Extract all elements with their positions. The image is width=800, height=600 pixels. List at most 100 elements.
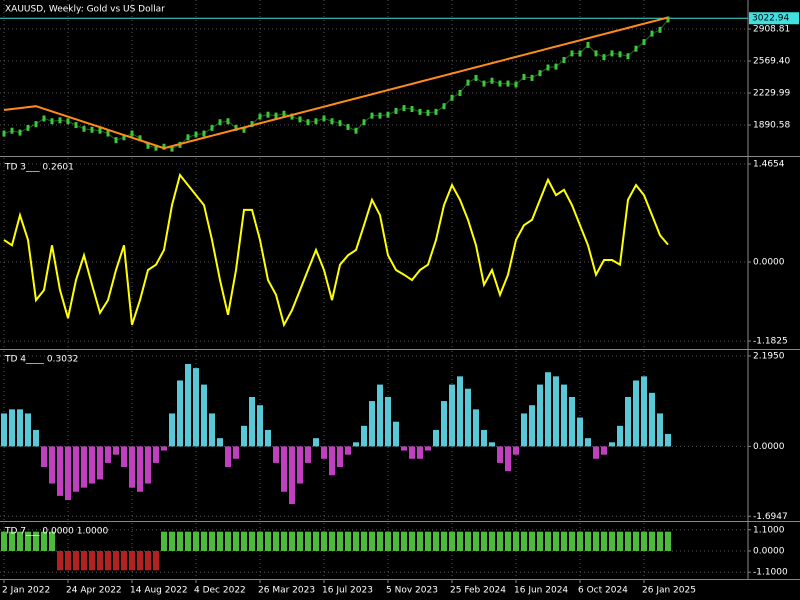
- bar: [137, 446, 143, 492]
- price-candle: [50, 118, 54, 125]
- bar: [89, 446, 95, 484]
- price-candle: [210, 124, 214, 131]
- bar: [233, 531, 239, 551]
- y-tick-label: 2908.81: [753, 25, 790, 35]
- price-candle: [562, 57, 566, 64]
- bar: [617, 531, 623, 551]
- bar: [593, 446, 599, 459]
- bar: [209, 413, 215, 447]
- bar: [297, 446, 303, 484]
- bar: [385, 531, 391, 551]
- bar: [633, 380, 639, 447]
- bar: [161, 446, 167, 451]
- bar: [345, 531, 351, 551]
- price-candle: [106, 130, 110, 137]
- bar: [625, 531, 631, 551]
- price-candle: [578, 50, 582, 57]
- bar: [665, 531, 671, 551]
- bar: [49, 531, 55, 551]
- bar: [25, 413, 31, 447]
- x-tick-label: 2 Jan 2022: [2, 586, 50, 596]
- y-tick-label: -1.1825: [753, 337, 788, 347]
- price-candle: [282, 110, 286, 117]
- bar: [177, 531, 183, 551]
- bar: [313, 531, 319, 551]
- bar: [481, 429, 487, 447]
- price-candle: [482, 80, 486, 87]
- bar: [145, 446, 151, 484]
- bar: [105, 550, 111, 571]
- bar: [377, 531, 383, 551]
- last-price-box: [749, 12, 799, 25]
- bar: [529, 531, 535, 551]
- x-tick-label: 25 Feb 2024: [450, 586, 506, 596]
- bar: [601, 446, 607, 455]
- bar: [209, 531, 215, 551]
- price-candle: [346, 123, 350, 130]
- bar: [545, 531, 551, 551]
- price-candle: [434, 108, 438, 115]
- price-candle: [18, 129, 22, 136]
- bar: [257, 531, 263, 551]
- price-candle: [370, 112, 374, 119]
- bar: [1, 531, 7, 551]
- bar: [289, 531, 295, 551]
- bar: [25, 531, 31, 551]
- bar: [473, 531, 479, 551]
- bar: [545, 372, 551, 447]
- bar: [577, 417, 583, 447]
- bar: [169, 413, 175, 447]
- bar: [217, 531, 223, 551]
- bar: [249, 531, 255, 551]
- bar: [641, 531, 647, 551]
- bar: [193, 368, 199, 447]
- bar: [449, 384, 455, 447]
- bar: [433, 531, 439, 551]
- bar: [561, 531, 567, 551]
- price-candle: [322, 115, 326, 122]
- bar: [337, 446, 343, 468]
- bar: [505, 446, 511, 472]
- price-candle: [226, 118, 230, 125]
- price-candle: [330, 118, 334, 125]
- price-candle: [258, 113, 262, 120]
- bar: [521, 531, 527, 551]
- y-tick-label: 2229.99: [753, 89, 790, 99]
- bar: [73, 550, 79, 571]
- bar: [57, 446, 63, 496]
- bar: [17, 409, 23, 447]
- price-candle: [2, 130, 6, 137]
- bar: [401, 446, 407, 451]
- price-candle: [74, 122, 78, 129]
- line: [3, 172, 669, 328]
- x-tick-label: 6 Oct 2024: [578, 586, 628, 596]
- y-tick-label: 1890.58: [753, 121, 790, 131]
- price-candle: [546, 64, 550, 71]
- bar: [513, 446, 519, 455]
- x-tick-label: 5 Nov 2023: [386, 586, 438, 596]
- y-tick-label: 1.4654: [753, 159, 785, 169]
- price-candle: [202, 130, 206, 137]
- price-candle: [658, 26, 662, 33]
- labels: XAUUSD, Weekly: Gold vs US Dollar TD 3__…: [2, 5, 790, 596]
- bar: [9, 409, 15, 447]
- price-candle: [530, 74, 534, 81]
- bar: [497, 531, 503, 551]
- bar: [201, 531, 207, 551]
- price-candle: [458, 90, 462, 96]
- bar: [105, 446, 111, 463]
- price-candle: [146, 142, 150, 149]
- price-candle: [250, 121, 254, 128]
- price-candle: [490, 77, 494, 84]
- bar: [305, 531, 311, 551]
- bar: [329, 531, 335, 551]
- bar: [33, 429, 39, 447]
- price-candle: [514, 81, 518, 88]
- price-candle: [394, 107, 398, 114]
- price-candle: [90, 126, 94, 133]
- bar: [265, 429, 271, 447]
- bar: [81, 446, 87, 488]
- bar: [449, 531, 455, 551]
- bar: [409, 446, 415, 459]
